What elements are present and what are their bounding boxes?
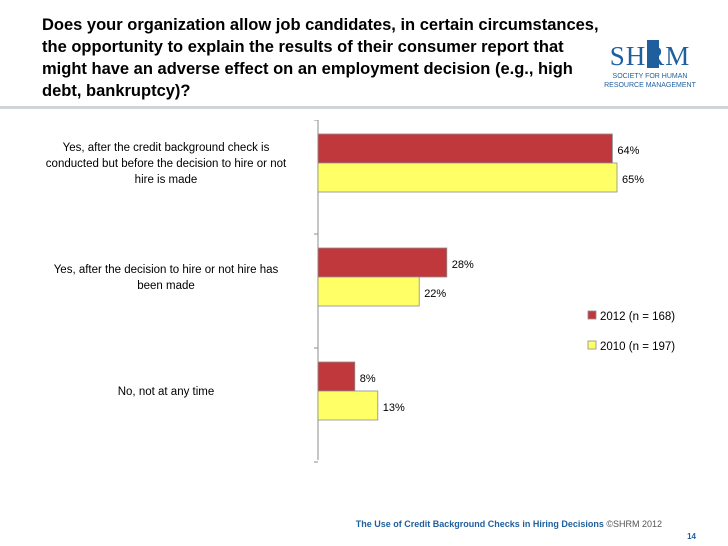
logo-h-block [647,40,659,68]
bar-2010 [317,276,420,307]
category-label: hire is made [135,174,198,186]
bar-chart: 64% 65% Yes, after the credit background c… [46,120,675,463]
legend-label: 2010 (n = 197) [600,341,675,353]
logo-tagline-1: SOCIETY FOR HUMAN [613,73,688,80]
bar-2012 [317,361,356,392]
logo-tagline-2: RESOURCE MANAGEMENT [604,82,697,89]
data-label: 13% [383,402,405,414]
category-label: Yes, after the credit background check i… [63,142,270,154]
legend-swatch [587,340,597,350]
bar-2010 [317,390,379,421]
shrm-logo: SHRM SOCIETY FOR HUMAN RESOURCE MANAGEME… [600,36,700,96]
category-label: been made [137,280,195,292]
bar-2010 [317,162,618,193]
category-label: Yes, after the decision to hire or not h… [54,264,279,276]
category-label: No, not at any time [118,386,215,398]
data-label: 28% [452,259,474,271]
page-number: 14 [687,532,696,541]
footer-title: The Use of Credit Background Checks in H… [355,519,604,529]
bar-2012 [317,133,613,164]
logo-text: SHRM [610,41,691,71]
data-label: 64% [617,145,639,157]
footer-text: The Use of Credit Background Checks in H… [356,519,662,529]
footer-copyright: ©SHRM 2012 [603,519,662,529]
title-divider [0,106,728,109]
data-label: 22% [424,288,446,300]
legend-swatch [587,310,597,320]
bar-2012 [317,247,448,278]
category-label: conducted but before the decision to hir… [46,158,287,170]
slide-title: Does your organization allow job candida… [42,16,599,100]
legend-label: 2012 (n = 168) [600,311,675,323]
data-label: 65% [622,174,644,186]
data-label: 8% [360,373,376,385]
